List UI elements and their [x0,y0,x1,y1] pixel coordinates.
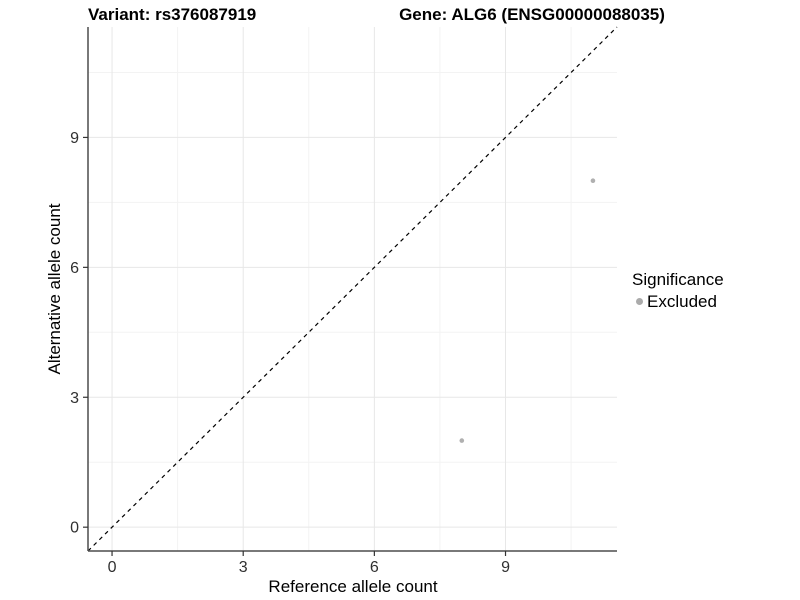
legend-item-excluded: Excluded [632,292,724,311]
plot-title-gene: Gene: ALG6 (ENSG00000088035) [399,5,665,24]
legend: Significance Excluded [632,270,724,311]
excluded-point-icon [636,298,643,305]
plot-title-variant: Variant: rs376087919 [88,5,257,24]
y-axis-title: Alternative allele count [45,203,64,375]
identity-line [87,26,618,552]
x-tick-label: 0 [108,559,117,576]
legend-key [632,298,647,305]
x-tick-label: 6 [370,559,379,576]
x-tick-label: 3 [239,559,248,576]
legend-title: Significance [632,270,724,289]
data-point [459,438,465,443]
y-tick-label: 6 [70,260,79,277]
data-point [590,178,596,184]
y-tick-label: 0 [70,520,79,537]
y-tick-label: 9 [70,130,79,147]
y-tick-label: 3 [70,390,79,407]
legend-item-label: Excluded [647,291,717,311]
x-tick-label: 9 [501,559,510,576]
x-axis-title: Reference allele count [268,577,438,596]
